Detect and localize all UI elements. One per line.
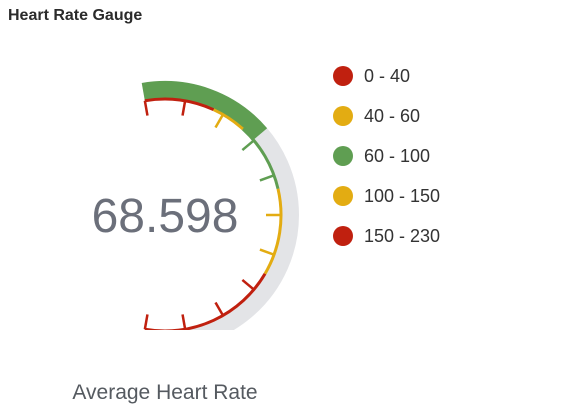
legend-swatch: [333, 66, 353, 86]
legend-item-1: 0 - 40: [333, 56, 440, 96]
gauge-caption: Average Heart Rate: [72, 381, 258, 404]
gauge-tick-3: [241, 139, 255, 152]
heart-rate-gauge: 68.598: [92, 81, 299, 330]
gauge-tick-7: [241, 278, 255, 291]
gauge-range-band-5: [144, 273, 267, 330]
legend-swatch: [333, 226, 353, 246]
legend-label: 100 - 150: [364, 185, 441, 206]
gauge-tick-1: [181, 100, 187, 116]
legend-item-3: 60 - 100: [333, 136, 440, 176]
legend-label: 40 - 60: [364, 105, 421, 126]
gauge-range-band-2: [212, 108, 244, 131]
legend-swatch: [333, 146, 353, 166]
legend-item-2: 40 - 60: [333, 96, 440, 136]
legend-swatch: [333, 186, 353, 206]
legend-item-5: 150 - 230: [333, 216, 440, 256]
gauge-value-arc: [141, 81, 268, 141]
legend-label: 0 - 40: [364, 65, 411, 86]
gauge-range-band-1: [144, 97, 215, 112]
gauge-tick-6: [259, 248, 275, 256]
legend-swatch: [333, 106, 353, 126]
gauge-range-band-3: [241, 127, 280, 190]
legend-item-4: 100 - 150: [333, 176, 440, 216]
gauge-range-band-4: [263, 188, 283, 275]
gauge-tick-4: [259, 174, 275, 182]
gauge-tick-10: [143, 314, 149, 330]
gauge-value-layer: [141, 81, 268, 141]
gauge-tick-8: [214, 301, 225, 317]
gauge-tick-2: [214, 113, 225, 129]
gauge-value-label: 68.598: [92, 190, 239, 243]
panel-title: Heart Rate Gauge: [8, 7, 143, 24]
legend-label: 150 - 230: [364, 225, 441, 246]
gauge-tick-0: [143, 100, 149, 116]
gauge-tick-layer: [143, 100, 281, 330]
legend-label: 60 - 100: [364, 145, 431, 166]
gauge-legend: 0 - 40 40 - 60 60 - 100 100 - 150 150 - 230: [333, 56, 440, 256]
gauge-tick-9: [181, 314, 187, 330]
gauge-range-layer: [144, 97, 283, 330]
